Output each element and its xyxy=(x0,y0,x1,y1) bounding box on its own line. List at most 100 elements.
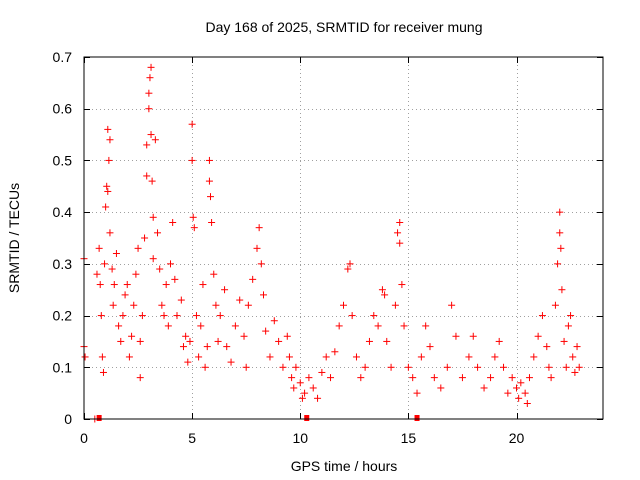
data-point xyxy=(186,337,194,345)
data-point xyxy=(554,260,562,268)
data-point xyxy=(136,337,144,345)
data-point xyxy=(179,343,187,351)
bottom-marker xyxy=(96,415,102,421)
data-point xyxy=(556,208,564,216)
data-points xyxy=(80,63,583,423)
data-point xyxy=(396,218,404,226)
data-point xyxy=(255,224,263,232)
x-tick-label: 10 xyxy=(292,430,308,446)
data-point xyxy=(309,384,317,392)
data-point xyxy=(417,353,425,361)
data-point xyxy=(189,213,197,221)
data-point xyxy=(216,312,224,320)
data-point xyxy=(223,343,231,351)
data-point xyxy=(244,301,252,309)
data-point xyxy=(322,353,330,361)
data-point xyxy=(508,374,516,382)
data-point xyxy=(523,399,531,407)
data-point xyxy=(547,374,555,382)
data-point xyxy=(249,275,257,283)
data-point xyxy=(158,301,166,309)
data-point xyxy=(227,358,235,366)
data-point xyxy=(138,312,146,320)
data-point xyxy=(145,89,153,97)
data-point xyxy=(298,394,306,402)
data-point xyxy=(259,291,267,299)
data-point xyxy=(96,281,104,289)
data-point xyxy=(148,177,156,185)
data-point xyxy=(573,343,581,351)
bottom-marker xyxy=(414,415,420,421)
data-point xyxy=(437,384,445,392)
data-point xyxy=(262,327,270,335)
data-point xyxy=(348,312,356,320)
data-point xyxy=(197,322,205,330)
data-point xyxy=(240,332,248,340)
y-tick-label: 0.3 xyxy=(53,256,73,272)
data-point xyxy=(314,394,322,402)
data-point xyxy=(344,265,352,273)
y-tick-label: 0.4 xyxy=(53,204,73,220)
data-point xyxy=(154,229,162,237)
data-point xyxy=(99,368,107,376)
data-point xyxy=(443,363,451,371)
data-point xyxy=(335,322,343,330)
data-point xyxy=(515,394,523,402)
data-point xyxy=(292,363,300,371)
data-point xyxy=(296,379,304,387)
data-point xyxy=(374,322,382,330)
data-point xyxy=(134,244,142,252)
data-point xyxy=(394,229,402,237)
data-point xyxy=(117,337,125,345)
data-point xyxy=(188,120,196,128)
data-point xyxy=(398,281,406,289)
data-point xyxy=(125,353,133,361)
data-point xyxy=(214,337,222,345)
data-point xyxy=(81,353,89,361)
data-point xyxy=(182,332,190,340)
data-point xyxy=(534,332,542,340)
data-point xyxy=(173,312,181,320)
data-point xyxy=(413,389,421,397)
data-point xyxy=(188,156,196,164)
data-point xyxy=(192,312,200,320)
data-point xyxy=(458,374,466,382)
data-point xyxy=(551,301,559,309)
data-point xyxy=(201,363,209,371)
data-point xyxy=(480,384,488,392)
data-point xyxy=(93,270,101,278)
data-point xyxy=(149,213,157,221)
data-point xyxy=(517,379,525,387)
data-point xyxy=(383,337,391,345)
data-point xyxy=(538,312,546,320)
data-point xyxy=(149,255,157,263)
data-point xyxy=(162,281,170,289)
data-point xyxy=(285,353,293,361)
data-point xyxy=(136,374,144,382)
data-point xyxy=(504,389,512,397)
data-point xyxy=(381,291,389,299)
chart-title: Day 168 of 2025, SRMTID for receiver mun… xyxy=(205,19,482,35)
data-point xyxy=(190,224,198,232)
y-tick-label: 0.2 xyxy=(53,308,73,324)
data-point xyxy=(95,244,103,252)
y-tick-label: 0.1 xyxy=(53,359,73,375)
data-point xyxy=(253,244,261,252)
y-tick-label: 0.5 xyxy=(53,152,73,168)
data-point xyxy=(357,374,365,382)
data-point xyxy=(184,358,192,366)
data-point xyxy=(132,270,140,278)
data-point xyxy=(569,353,577,361)
plot-frame xyxy=(83,56,604,420)
data-point xyxy=(564,322,572,330)
data-point xyxy=(199,281,207,289)
data-point xyxy=(160,312,168,320)
data-point xyxy=(465,353,473,361)
data-point xyxy=(101,260,109,268)
data-point xyxy=(212,301,220,309)
data-point xyxy=(242,363,250,371)
data-point xyxy=(562,363,570,371)
data-point xyxy=(391,301,399,309)
x-tick-label: 20 xyxy=(509,430,525,446)
